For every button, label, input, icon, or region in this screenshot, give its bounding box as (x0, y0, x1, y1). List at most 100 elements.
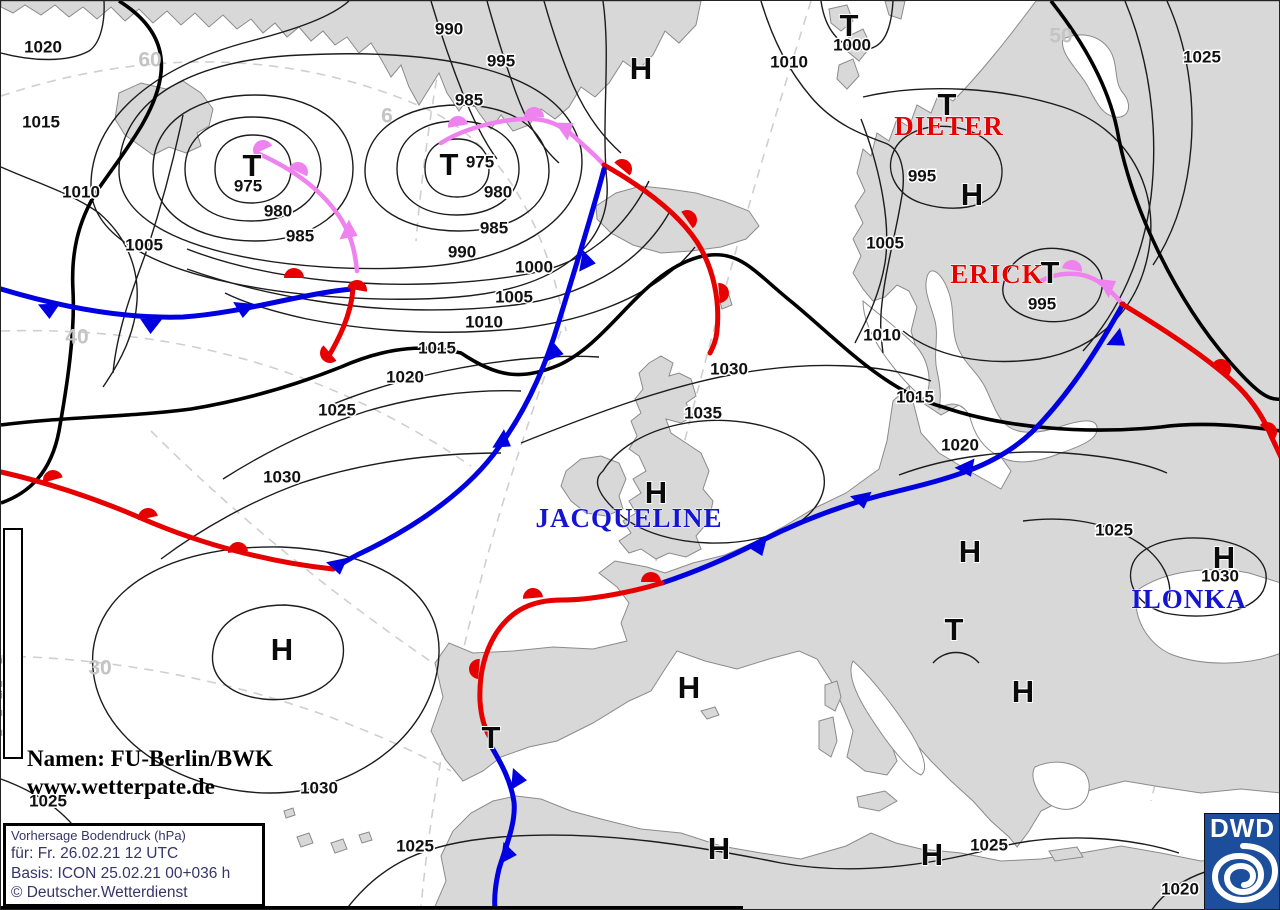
pressure-value-label: 1000 (515, 257, 553, 276)
pressure-value-label: 990 (448, 242, 476, 261)
cold-front-triangle (140, 318, 163, 334)
warm-front-semicircle (523, 588, 543, 599)
occluded-front-triangle (339, 219, 358, 240)
bottom-divider-line (1, 906, 743, 909)
pressure-value-label: 1030 (263, 467, 301, 486)
cold-front-triangle (500, 841, 517, 864)
cold-front-triangle (492, 429, 511, 448)
pressure-value-label: 975 (234, 176, 262, 195)
cold-front-triangle (37, 303, 60, 319)
occluded-front-semicircle (288, 162, 308, 177)
warm-front-semicircle (320, 345, 337, 363)
dwd-logo[interactable]: DWD (1204, 813, 1279, 909)
occluded-front-semicircle (253, 140, 273, 155)
latitude-label: 40 (65, 326, 88, 349)
pressure-value-label: 995 (487, 51, 515, 70)
pressure-labels: 1020101510101005975980985975980985990990… (21, 18, 1241, 900)
pressure-value-label: 1005 (125, 235, 163, 254)
high-low-marker: T (840, 8, 859, 43)
high-low-marker: T (938, 87, 957, 122)
cold-front-triangle (850, 491, 872, 509)
credits-names-line: Namen: FU-Berlin/BWK (27, 746, 273, 771)
warm-front-semicircle (614, 159, 632, 176)
plot-code-box: icon_tkb_na_p_036_000/PPOG89 (1, 528, 23, 759)
pressure-value-label: 995 (908, 166, 936, 185)
warm-front-semicircle (641, 572, 661, 582)
high-low-marker: T (440, 147, 459, 182)
warm-front-semicircle (43, 470, 63, 483)
high-low-marker: H (959, 534, 981, 569)
latitude-label: 50 (1049, 25, 1072, 48)
pressure-value-label: 985 (480, 218, 508, 237)
latitude-label: 60 (138, 49, 161, 72)
cold-front-triangle (233, 302, 256, 318)
warm-front-semicircle (681, 210, 697, 229)
pressure-value-label: 1015 (896, 387, 934, 406)
system-name: ILONKA (1131, 584, 1247, 614)
pressure-value-label: 1010 (770, 52, 808, 71)
pressure-value-label: 1025 (396, 836, 434, 855)
high-low-marker: T (482, 720, 501, 755)
high-low-marker: H (271, 632, 293, 667)
front-symbols (37, 107, 1277, 864)
high-low-marker: H (1213, 540, 1235, 575)
system-name-labels: DIETER ERICK JACQUELINE ILONKA (535, 111, 1247, 615)
front-occluded-low1 (254, 150, 360, 274)
front-warm-erick (1119, 301, 1279, 459)
front-occluded-low2 (438, 116, 607, 168)
latitude-label: 6 (381, 105, 393, 128)
front-cold-africa (488, 743, 517, 909)
land-islands (283, 294, 1084, 862)
land-svalbard (828, 1, 906, 90)
front-occluded-erick (1036, 271, 1125, 307)
cold-front-triangle (326, 557, 348, 575)
occluded-front-semicircle (1062, 260, 1082, 272)
dwd-logo-text: DWD (1209, 813, 1276, 843)
occluded-front-semicircle (524, 107, 544, 118)
warm-front-semicircle (469, 659, 480, 679)
pressure-value-label: 1015 (22, 112, 60, 131)
high-low-marker: H (961, 177, 983, 212)
warm-front-semicircle (718, 283, 729, 303)
credits-website[interactable]: www.wetterpate.de (27, 773, 215, 799)
sea-white-sea (1062, 34, 1130, 118)
info-product-title: Vorhersage Bodendruck (hPa) (11, 828, 186, 843)
high-low-marker: T (1041, 255, 1060, 290)
system-name: ERICK (950, 259, 1044, 289)
pressure-value-label: 1000 (833, 35, 871, 54)
pressure-value-label: 1020 (1161, 879, 1199, 898)
pressure-value-label: 1025 (318, 400, 356, 419)
land-north-africa (433, 795, 1279, 909)
pressure-value-label: 1020 (386, 367, 424, 386)
pressure-value-label: 1025 (970, 835, 1008, 854)
pressure-value-label: 1010 (863, 325, 901, 344)
pressure-value-label: 1030 (300, 778, 338, 797)
pressure-value-label: 980 (484, 182, 512, 201)
cold-front-triangle (1106, 327, 1126, 346)
front-warm-west-stub (324, 286, 356, 362)
info-model-basis: Basis: ICON 25.02.21 00+036 h (11, 864, 231, 882)
grid-labels: 60 6 50 40 30 (65, 25, 1072, 680)
pressure-value-label: 1030 (710, 359, 748, 378)
warm-front-semicircle (138, 508, 158, 521)
high-low-marker: T (945, 612, 964, 647)
pressure-value-label: 1025 (29, 791, 67, 810)
front-warm-iceland (601, 162, 721, 356)
front-warm-atlantic (1, 469, 336, 572)
pressure-value-label: 985 (455, 90, 483, 109)
info-copyright: © Deutscher.Wetterdienst (11, 884, 188, 901)
sea-aegean (1032, 761, 1090, 810)
latitude-label: 30 (88, 657, 111, 680)
pressure-value-label: 990 (435, 19, 463, 38)
warm-front-semicircle (347, 280, 367, 292)
cold-front-triangle (511, 767, 527, 790)
high-low-marker: H (1012, 674, 1034, 709)
cold-front-triangle (579, 249, 596, 272)
dwd-spiral-icon (1211, 843, 1278, 904)
high-low-marker: H (678, 670, 700, 705)
occluded-front-triangle (554, 122, 574, 141)
front-warm-iberia (477, 580, 665, 742)
pressure-value-label: 1020 (24, 37, 62, 56)
isobars-thick (1, 1, 1279, 505)
occluded-front-semicircle (448, 116, 468, 128)
